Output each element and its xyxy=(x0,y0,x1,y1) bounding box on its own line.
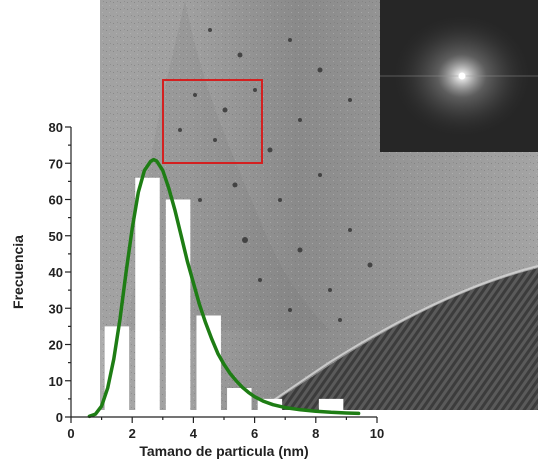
x-axis-ticks: 0 2 4 6 8 10 xyxy=(67,417,384,441)
y-tick-label: 30 xyxy=(49,301,63,316)
x-tick-label: 6 xyxy=(251,426,258,441)
fft-inset xyxy=(380,0,538,152)
x-tick-label: 0 xyxy=(67,426,74,441)
particle-edge-highlight xyxy=(261,265,538,409)
histogram-bar-2 xyxy=(165,199,191,417)
y-tick-label: 60 xyxy=(49,193,63,208)
x-axis-label: Tamano de particula (nm) xyxy=(139,443,308,459)
fit-curve xyxy=(87,157,361,419)
selection-box xyxy=(162,79,263,164)
y-tick-label: 80 xyxy=(49,120,63,135)
x-tick-label: 4 xyxy=(190,426,198,441)
lattice-region xyxy=(262,268,538,410)
histogram-bars xyxy=(104,177,344,417)
y-tick-label: 10 xyxy=(49,374,63,389)
y-axis-ticks: 0 10 20 30 40 50 60 70 80 xyxy=(49,120,71,425)
y-tick-label: 50 xyxy=(49,229,63,244)
x-tick-label: 10 xyxy=(370,426,384,441)
histogram-bar-6 xyxy=(288,413,313,417)
histogram-bar-1 xyxy=(135,177,160,417)
histogram-bar-5 xyxy=(257,398,283,417)
x-tick-label: 8 xyxy=(312,426,319,441)
nanoparticle-dots xyxy=(178,28,373,322)
y-tick-label: 0 xyxy=(56,410,63,425)
y-tick-label: 20 xyxy=(49,338,63,353)
x-tick-label: 2 xyxy=(129,426,136,441)
y-axis-label: Frecuencia xyxy=(10,235,26,309)
y-tick-label: 70 xyxy=(49,156,63,171)
y-tick-label: 40 xyxy=(49,265,63,280)
